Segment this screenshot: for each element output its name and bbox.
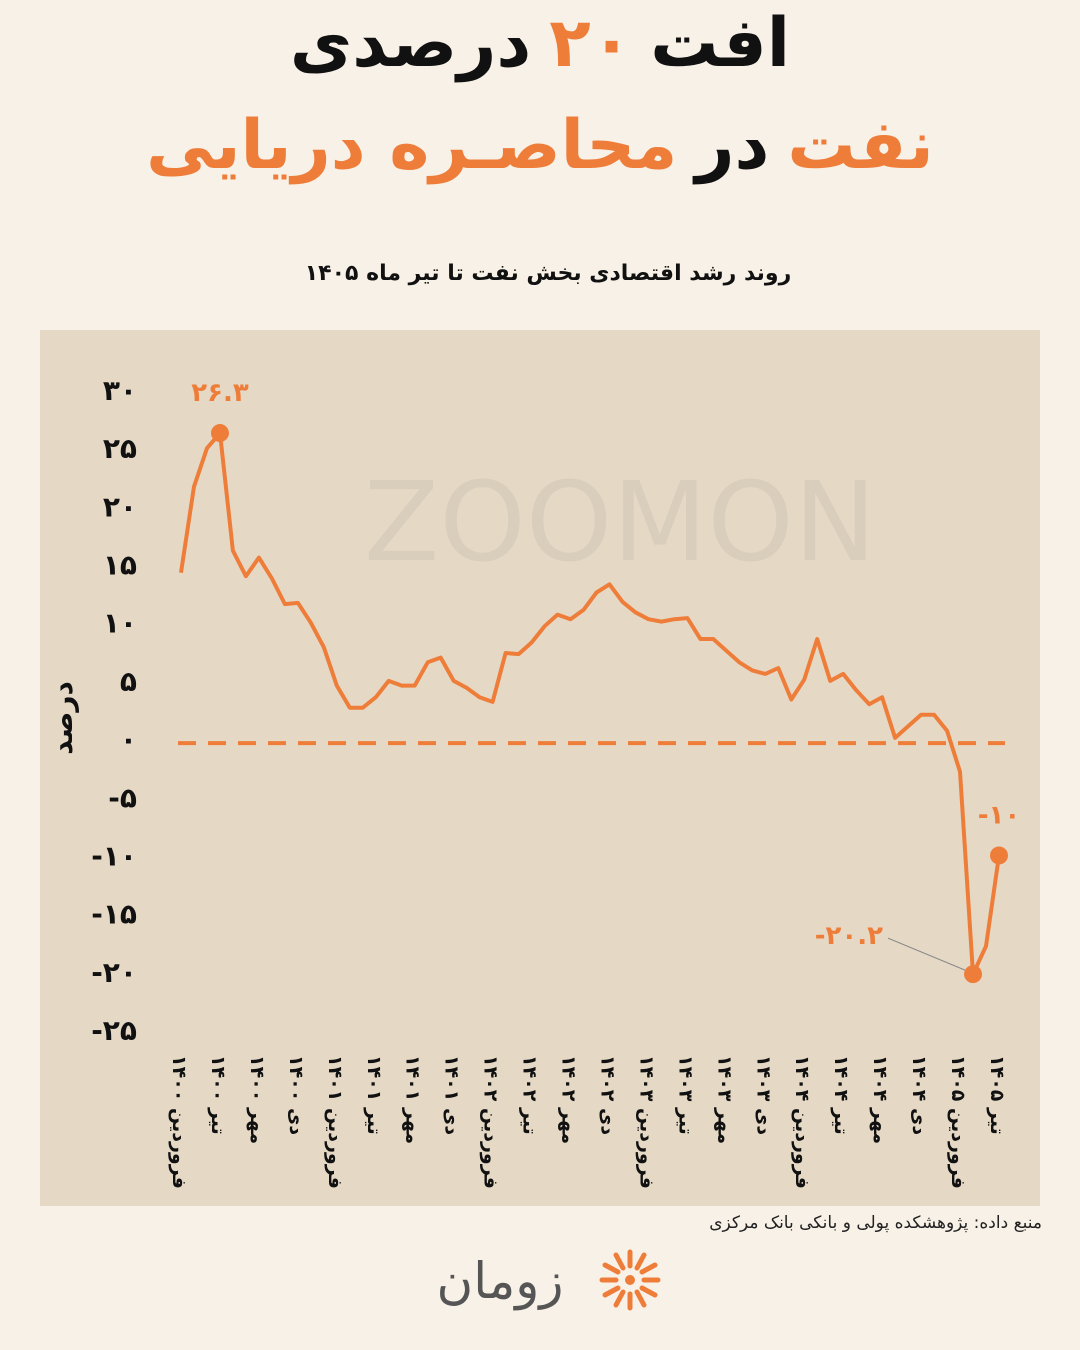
x-tick-label: فروردین ۱۴۰۰ (168, 1055, 190, 1189)
x-tick-label: تیر ۱۴۰۳ (674, 1055, 696, 1135)
title-part: ۲۰ (549, 4, 633, 83)
y-tick-label: ۰ (120, 723, 137, 756)
title-line: نفت در محاصـره دریایی (0, 112, 1080, 180)
title-line: افت ۲۰ درصدی (0, 10, 1080, 78)
title-part: درصدی (289, 4, 532, 83)
x-tick-label: فروردین ۱۴۰۵ (947, 1055, 969, 1189)
x-tick-label: تیر ۱۴۰۱ (363, 1055, 385, 1135)
y-axis-label: درصد (46, 681, 79, 755)
y-tick-label: -۱۵ (91, 898, 137, 931)
x-tick-label: مهر ۱۴۰۱ (402, 1055, 424, 1144)
x-tick-label: دی ۱۴۰۳ (752, 1055, 774, 1135)
y-tick-label: -۱۰ (91, 839, 137, 872)
data-label: -۱۰ (978, 800, 1021, 830)
x-tick-label: مهر ۱۴۰۴ (869, 1055, 891, 1144)
chart-subtitle: روند رشد اقتصادی بخش نفت تا تیر ماه ۱۴۰۵ (305, 261, 792, 286)
source-note: منبع داده: پژوهشکده پولی و بانکی بانک مر… (709, 1213, 1042, 1233)
x-tick-label: دی ۱۴۰۴ (908, 1055, 930, 1135)
y-tick-label: -۵ (108, 781, 137, 814)
title-part: در (695, 106, 770, 185)
x-tick-label: فروردین ۱۴۰۳ (635, 1055, 657, 1189)
y-tick-label: ۲۵ (103, 432, 137, 465)
watermark: ZOOMON (364, 458, 876, 586)
x-tick-label: تیر ۱۴۰۲ (519, 1055, 541, 1135)
x-tick-label: مهر ۱۴۰۰ (246, 1055, 268, 1144)
x-tick-label: فروردین ۱۴۰۴ (791, 1055, 813, 1189)
title-part: افت (650, 4, 791, 83)
leader-line (887, 937, 966, 971)
y-tick-label: ۲۰ (103, 490, 137, 523)
data-point (964, 965, 983, 984)
logo-text: زومان (436, 1252, 563, 1311)
y-tick-label: ۱۵ (103, 549, 137, 582)
y-tick-label: -۲۵ (91, 1014, 137, 1047)
data-label: -۲۰.۲ (815, 921, 883, 951)
logo-icon (599, 1249, 661, 1311)
y-tick-label: -۲۰ (91, 956, 137, 989)
y-tick-label: ۳۰ (103, 374, 137, 407)
title-part: نفت (787, 106, 934, 185)
x-tick-label: تیر ۱۴۰۰ (207, 1055, 229, 1135)
x-tick-label: فروردین ۱۴۰۲ (480, 1055, 502, 1189)
logo-dot (625, 1275, 635, 1285)
title-part: محاصـره دریایی (146, 106, 678, 185)
x-tick-label: دی ۱۴۰۱ (441, 1055, 463, 1135)
data-label: ۲۶.۳ (191, 378, 249, 408)
data-point (210, 424, 229, 443)
data-line (179, 431, 1001, 977)
x-tick-label: تیر ۱۴۰۵ (986, 1055, 1008, 1135)
x-tick-label: دی ۱۴۰۰ (285, 1055, 307, 1135)
y-tick-label: ۵ (120, 665, 137, 698)
x-tick-label: فروردین ۱۴۰۱ (324, 1055, 346, 1189)
x-tick-label: مهر ۱۴۰۲ (558, 1055, 580, 1144)
plot-background (40, 330, 1040, 1206)
x-tick-label: مهر ۱۴۰۳ (713, 1055, 735, 1144)
logo-rays (599, 1249, 661, 1311)
y-tick-label: ۱۰ (103, 607, 137, 640)
x-tick-label: دی ۱۴۰۲ (596, 1055, 618, 1135)
x-tick-label: تیر ۱۴۰۴ (830, 1055, 852, 1135)
data-point (990, 846, 1008, 865)
